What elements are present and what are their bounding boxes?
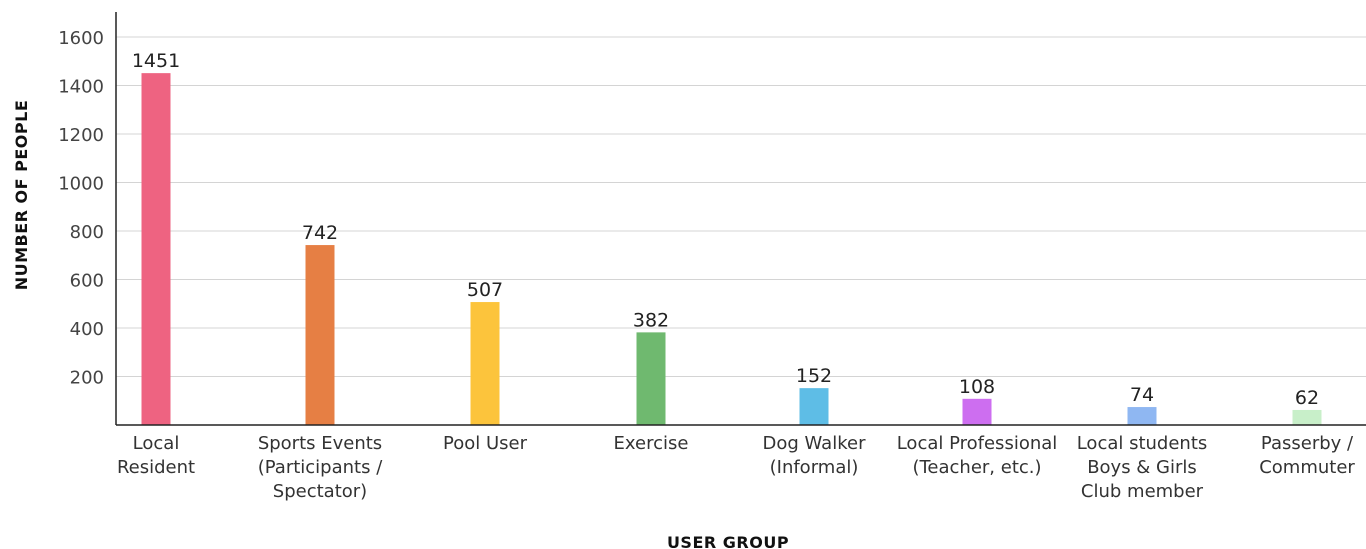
x-category-label: Dog Walker (Informal) [763,433,867,478]
data-label: 507 [467,279,503,301]
bar [141,73,171,425]
y-tick-label: 1200 [58,125,104,146]
x-axis-title: USER GROUP [667,533,789,549]
y-tick-label: 200 [70,368,104,389]
x-category-label: Sports Events (Participants / Spectator) [258,433,383,502]
bar [962,398,992,425]
data-label: 742 [302,222,338,244]
data-label: 74 [1130,384,1154,406]
x-category-label: Passerby / Commuter [1259,433,1355,478]
data-label: 1451 [132,50,180,72]
data-label: 382 [633,309,669,331]
y-tick-label: 400 [70,319,104,340]
bar [1292,409,1322,425]
x-category-label: Local students Boys & Girls Club member [1077,433,1208,502]
y-tick-labels: 200 400 600 800 1000 1200 1400 1600 [58,28,104,389]
y-tick-label: 1600 [58,28,104,49]
data-label: 62 [1295,387,1319,409]
gridlines [116,36,1366,377]
y-tick-label: 800 [70,222,104,243]
x-category-label: Local Professional (Teacher, etc.) [897,433,1058,478]
bars [141,73,1322,425]
bar [636,332,666,425]
x-category-label: Local Resident [117,433,195,478]
data-label: 152 [796,365,832,387]
axes [115,12,1366,426]
bar [305,245,335,425]
bar [470,302,500,425]
x-category-labels: Local Resident Sports Events (Participants … [117,433,1355,502]
x-category-label: Exercise [614,433,689,454]
data-label: 108 [959,376,995,398]
x-category-label: Pool User [443,433,528,454]
y-tick-label: 600 [70,271,104,292]
data-labels: 1451 742 507 382 152 108 74 62 [132,50,1319,409]
bar [799,388,829,425]
y-tick-label: 1400 [58,77,104,98]
y-tick-label: 1000 [58,174,104,195]
bar [1127,407,1157,425]
y-axis-title: NUMBER OF PEOPLE [12,100,31,291]
